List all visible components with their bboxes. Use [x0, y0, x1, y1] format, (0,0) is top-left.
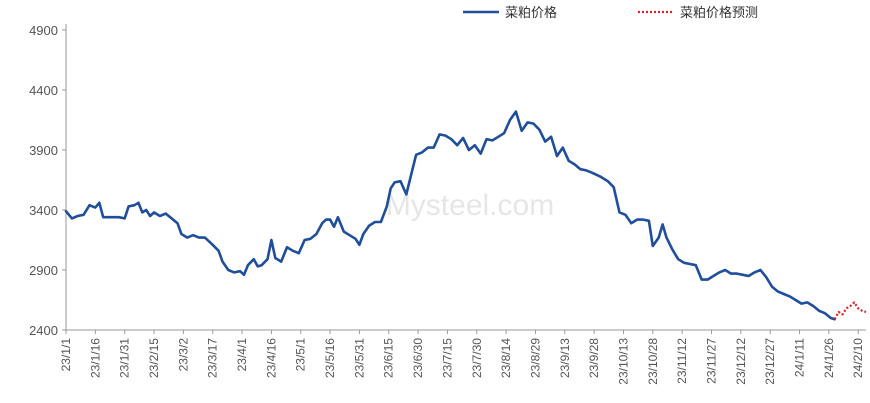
- x-tick-label: 23/10/13: [616, 338, 630, 385]
- x-tick-label: 23/3/17: [206, 338, 220, 378]
- y-tick-label: 4400: [29, 83, 58, 98]
- x-tick-label: 24/1/11: [792, 338, 806, 377]
- x-tick-label: 23/9/28: [587, 338, 601, 378]
- x-tick-label: 24/2/10: [851, 338, 865, 378]
- x-tick-label: 23/1/16: [88, 338, 102, 378]
- legend: 菜粕价格 菜粕价格预测: [463, 5, 758, 21]
- watermark: Mysteel.com: [386, 189, 554, 222]
- y-tick-label: 2400: [29, 323, 58, 338]
- x-tick-label: 23/5/1: [294, 338, 308, 372]
- x-tick-label: 23/6/30: [411, 338, 425, 378]
- y-tick-label: 3900: [29, 143, 58, 158]
- legend-label-price: 菜粕价格: [505, 5, 557, 21]
- series-line-price: [64, 110, 837, 321]
- x-tick-label: 23/7/15: [440, 338, 454, 378]
- x-tick-label: 23/11/27: [704, 338, 718, 384]
- y-tick-label: 4900: [29, 23, 58, 38]
- x-tick-label: 23/6/15: [382, 338, 396, 378]
- x-tick-label: 23/9/13: [558, 338, 572, 378]
- x-tick-label: 23/8/14: [499, 338, 513, 378]
- x-tick-label: 23/7/30: [470, 338, 484, 378]
- x-tick-label: 23/12/27: [763, 338, 777, 385]
- x-tick-label: 23/12/12: [734, 338, 748, 385]
- y-tick-label: 2900: [29, 263, 58, 278]
- x-tick-label: 23/1/31: [118, 338, 132, 378]
- x-tick-label: 23/3/2: [176, 338, 190, 372]
- x-tick-label: 24/1/26: [822, 338, 836, 378]
- legend-label-forecast: 菜粕价格预测: [680, 5, 758, 21]
- x-tick-label: 23/4/16: [264, 338, 278, 378]
- x-tick-label: 23/8/29: [528, 338, 542, 378]
- x-tick-label: 23/4/1: [235, 338, 249, 372]
- x-tick-label: 23/2/15: [147, 338, 161, 378]
- y-tick-label: 3400: [29, 203, 58, 218]
- x-tick-label: 23/11/12: [675, 338, 689, 384]
- plot-area: 2400 2900 3400 3900 4400 4900 23/1/1 23/1/16 23/…: [29, 23, 867, 385]
- x-tick-label: 23/1/1: [59, 338, 73, 372]
- x-tick-label: 23/5/16: [323, 338, 337, 378]
- series-line-forecast: [833, 301, 867, 320]
- x-tick-label: 23/10/28: [646, 338, 660, 385]
- x-tick-label: 23/5/31: [352, 338, 366, 378]
